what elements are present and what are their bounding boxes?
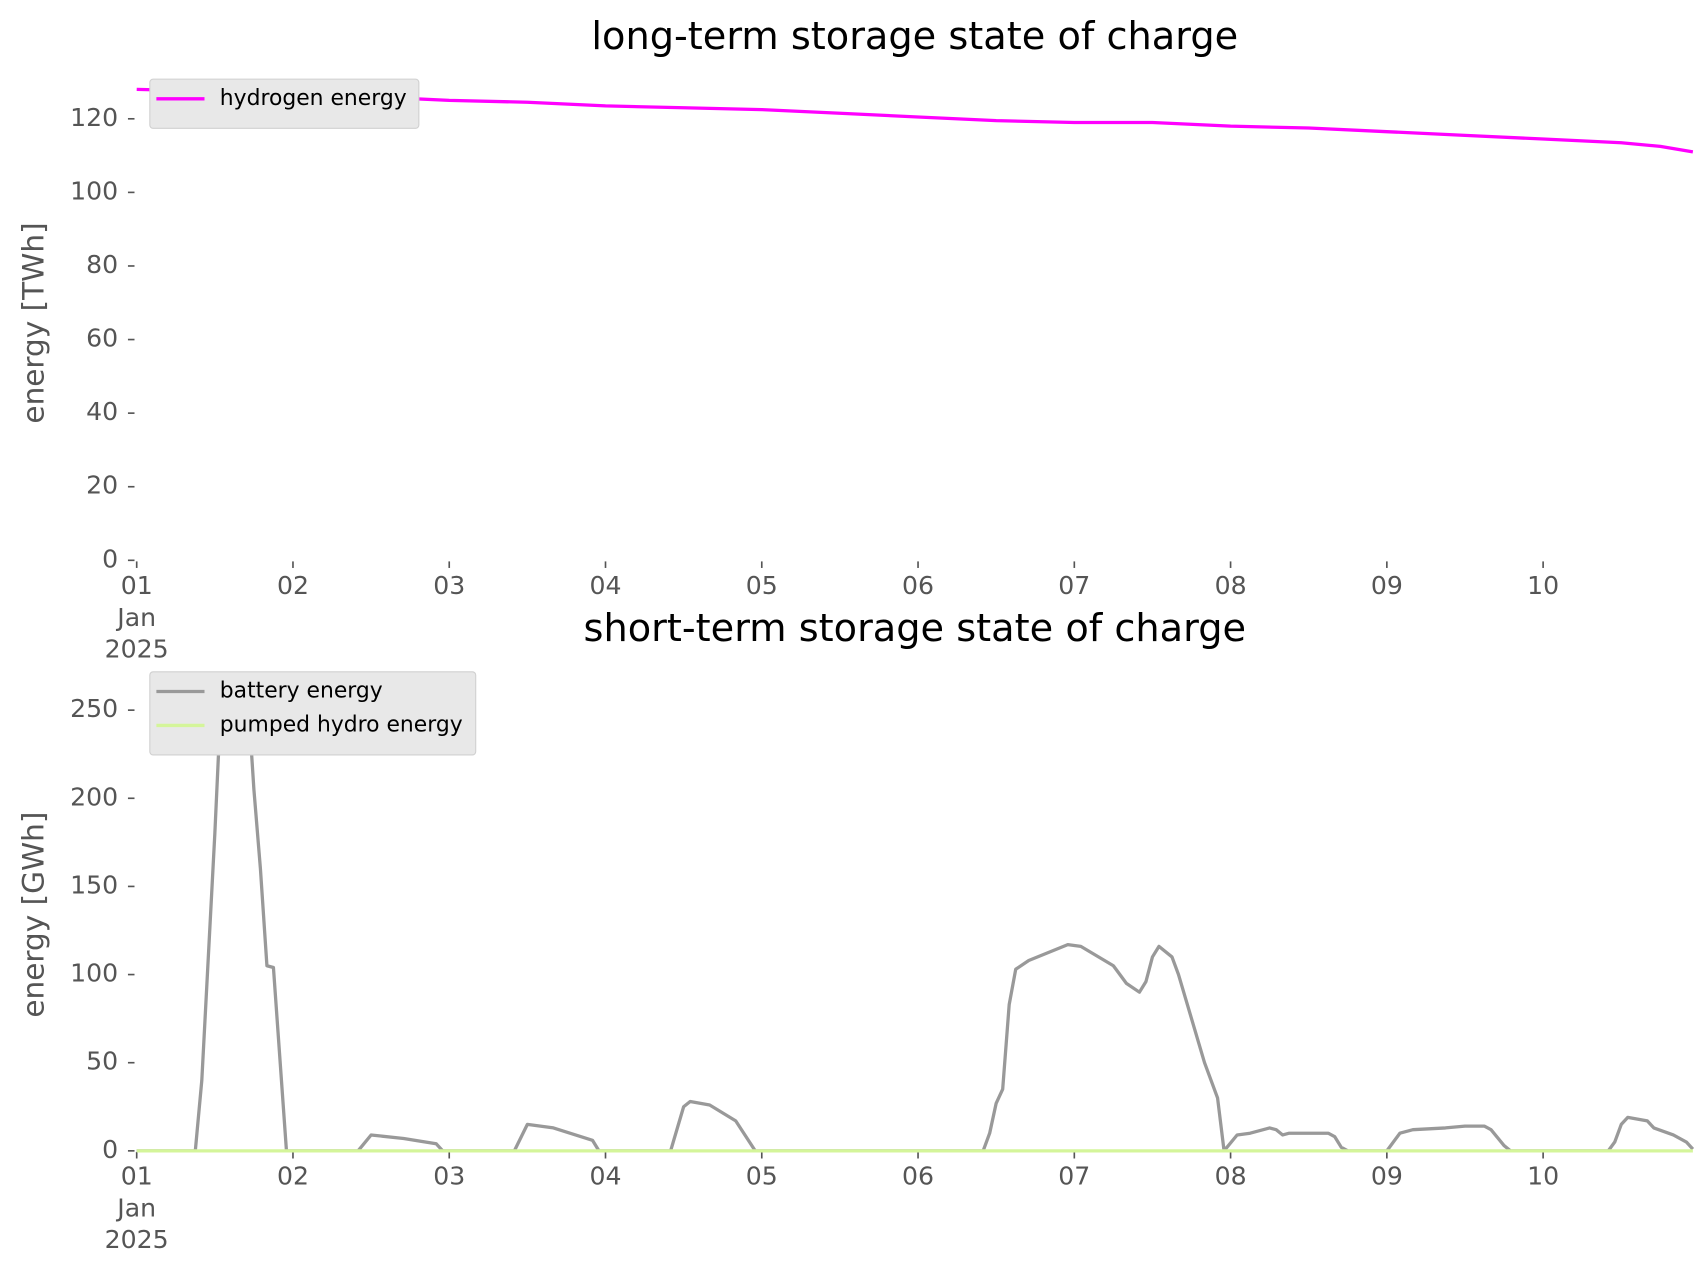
- y-tick-label: 100: [70, 176, 118, 205]
- x-tick-label: 01 Jan 2025: [104, 572, 169, 665]
- y-tick-label: 60: [86, 324, 118, 353]
- x-tick-label: 07: [1058, 572, 1091, 601]
- x-tick-label: 08: [1214, 572, 1247, 601]
- x-tick-label: 04: [589, 1162, 622, 1192]
- x-tick-label: 02: [276, 1162, 309, 1192]
- x-tick-label: 07: [1058, 1162, 1091, 1192]
- x-tick-label: 10: [1527, 1162, 1560, 1192]
- x-tick-label-box: 08: [1214, 572, 1247, 601]
- y-tick-label: 120: [70, 103, 118, 132]
- legend-label: pumped hydro energy: [220, 712, 463, 737]
- y-axis-label: energy [GWh]: [16, 812, 50, 1018]
- series-line: [136, 687, 1695, 1153]
- legend-label: battery energy: [220, 679, 383, 704]
- x-tick-label: 05: [745, 572, 778, 601]
- x-tick-label-box: 03: [433, 1162, 466, 1192]
- legend-box: [149, 78, 420, 129]
- chart-title: long-term storage state of charge: [591, 14, 1238, 59]
- x-tick-label: 01 Jan 2025: [104, 1162, 169, 1255]
- x-tick-label-box: 04: [589, 572, 622, 601]
- x-tick-label-box: 07: [1058, 572, 1091, 601]
- x-tick-label-box: 10: [1527, 1162, 1560, 1192]
- x-tick-label: 04: [589, 572, 622, 601]
- x-tick-label-box: 01 Jan 2025: [104, 572, 169, 665]
- y-tick-label: 50: [86, 1047, 118, 1076]
- x-tick-label: 08: [1214, 1162, 1247, 1192]
- y-tick-label: 80: [86, 250, 118, 279]
- x-tick-label: 09: [1370, 572, 1403, 601]
- x-tick-label-box: 10: [1527, 572, 1560, 601]
- x-tick-label-box: 03: [433, 572, 466, 601]
- x-tick-label: 03: [433, 1162, 466, 1192]
- x-tick-label-box: 05: [745, 572, 778, 601]
- y-tick-label: 250: [70, 694, 118, 723]
- x-tick-label-box: 02: [276, 1162, 309, 1192]
- y-tick-label: 100: [70, 959, 118, 988]
- x-tick-label: 06: [902, 572, 935, 601]
- x-tick-label: 06: [902, 1162, 935, 1192]
- x-tick-label-box: 09: [1370, 1162, 1403, 1192]
- x-tick-label-box: 06: [902, 1162, 935, 1192]
- x-tick-label-box: 02: [276, 572, 309, 601]
- y-tick-label: 0: [102, 1135, 118, 1164]
- y-tick-label: 200: [70, 782, 118, 811]
- legend-box: [149, 671, 477, 756]
- y-axis-label: energy [TWh]: [16, 222, 50, 423]
- x-tick-label: 10: [1527, 572, 1560, 601]
- y-tick-label: 20: [86, 471, 118, 500]
- y-tick-label: 0: [102, 544, 118, 573]
- y-tick-label: 150: [70, 870, 118, 899]
- x-tick-label: 03: [433, 572, 466, 601]
- x-tick-label: 09: [1370, 1162, 1403, 1192]
- x-tick-label-box: 06: [902, 572, 935, 601]
- legend-label: hydrogen energy: [220, 86, 407, 111]
- x-tick-label: 05: [745, 1162, 778, 1192]
- chart-title: short-term storage state of charge: [584, 606, 1247, 651]
- x-tick-label-box: 09: [1370, 572, 1403, 601]
- x-tick-label-box: 05: [745, 1162, 778, 1192]
- x-tick-label-box: 07: [1058, 1162, 1091, 1192]
- x-tick-label: 02: [276, 572, 309, 601]
- y-tick-label: 40: [86, 397, 118, 426]
- x-tick-label-box: 08: [1214, 1162, 1247, 1192]
- x-tick-label-box: 01 Jan 2025: [104, 1162, 169, 1255]
- x-tick-label-box: 04: [589, 1162, 622, 1192]
